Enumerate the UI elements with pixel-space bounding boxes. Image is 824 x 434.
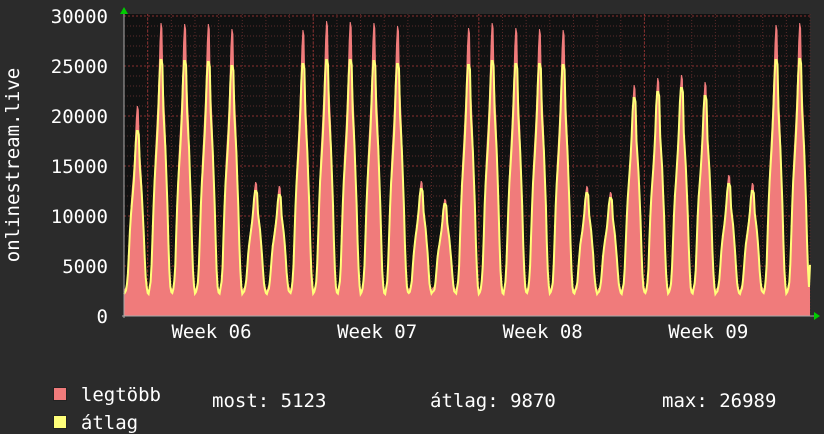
max-series-area (124, 21, 810, 316)
legend-max: legtöbb (30, 362, 161, 406)
stat-average: átlag: 9870 (430, 390, 556, 412)
y-tick-label: 10000 (51, 206, 108, 228)
y-tick-label: 20000 (51, 106, 108, 128)
x-axis-arrow-icon (814, 312, 820, 320)
avg-swatch-icon (52, 414, 67, 429)
y-tick-label: 0 (97, 306, 108, 328)
stat-max: max: 26989 (662, 390, 777, 412)
y-axis-label: onlinestream.live (2, 68, 24, 262)
y-tick-label: 5000 (62, 256, 108, 278)
x-tick-label: Week 09 (668, 321, 748, 343)
stat-now: most: 5123 (212, 390, 327, 412)
legend-avg-label: átlag (80, 412, 139, 434)
avg-series-line (123, 58, 811, 297)
legend-max-label: legtöbb (80, 384, 161, 406)
legend-avg: átlag (30, 390, 138, 434)
y-tick-label: 15000 (51, 156, 108, 178)
x-tick-label: Week 06 (171, 321, 251, 343)
x-tick-labels: Week 06 Week 07 Week 08 Week 09 (171, 321, 748, 343)
y-tick-labels: 0 5000 10000 15000 20000 25000 30000 (51, 6, 108, 328)
x-tick-label: Week 07 (337, 321, 417, 343)
y-tick-label: 30000 (51, 6, 108, 28)
x-tick-label: Week 08 (503, 321, 583, 343)
y-axis-arrow-icon (120, 7, 128, 14)
y-tick-label: 25000 (51, 56, 108, 78)
max-swatch-icon (52, 386, 67, 401)
